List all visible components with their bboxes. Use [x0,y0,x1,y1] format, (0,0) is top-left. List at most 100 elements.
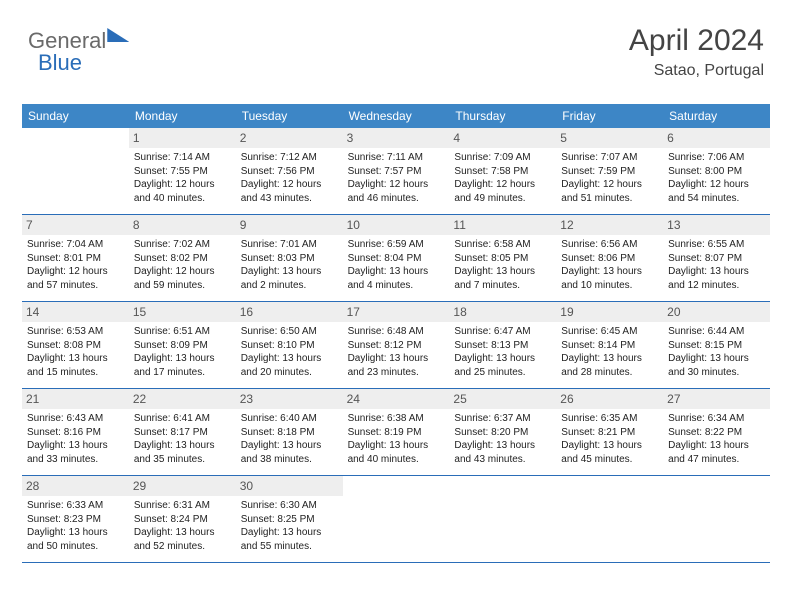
sunrise-line: Sunrise: 7:04 AM [27,238,124,252]
day-24: 24Sunrise: 6:38 AMSunset: 8:19 PMDayligh… [343,389,450,475]
sunrise-line: Sunrise: 6:35 AM [561,412,658,426]
week-row: 7Sunrise: 7:04 AMSunset: 8:01 PMDaylight… [22,215,770,302]
day-19: 19Sunrise: 6:45 AMSunset: 8:14 PMDayligh… [556,302,663,388]
sunrise-line: Sunrise: 7:02 AM [134,238,231,252]
day-number: 15 [129,302,236,322]
sunrise-line: Sunrise: 6:55 AM [668,238,765,252]
daylight-line: Daylight: 13 hours and 33 minutes. [27,439,124,466]
sunset-line: Sunset: 8:24 PM [134,513,231,527]
sunset-line: Sunset: 8:22 PM [668,426,765,440]
sunset-line: Sunset: 7:55 PM [134,165,231,179]
sunset-line: Sunset: 8:25 PM [241,513,338,527]
sunset-line: Sunset: 8:13 PM [454,339,551,353]
day-number: 2 [236,128,343,148]
daylight-line: Daylight: 12 hours and 54 minutes. [668,178,765,205]
daylight-line: Daylight: 13 hours and 15 minutes. [27,352,124,379]
daylight-line: Daylight: 12 hours and 51 minutes. [561,178,658,205]
daylight-line: Daylight: 13 hours and 23 minutes. [348,352,445,379]
day-number: 18 [449,302,556,322]
week-row: 21Sunrise: 6:43 AMSunset: 8:16 PMDayligh… [22,389,770,476]
daylight-line: Daylight: 13 hours and 30 minutes. [668,352,765,379]
brand-part2-wrap: Blue [38,50,82,76]
sunrise-line: Sunrise: 7:14 AM [134,151,231,165]
sunset-line: Sunset: 8:09 PM [134,339,231,353]
sunrise-line: Sunrise: 6:59 AM [348,238,445,252]
day-number: 1 [129,128,236,148]
sunrise-line: Sunrise: 7:09 AM [454,151,551,165]
sunset-line: Sunset: 8:00 PM [668,165,765,179]
day-number: 26 [556,389,663,409]
sunset-line: Sunset: 8:16 PM [27,426,124,440]
day-empty: . [343,476,450,562]
day-number: 19 [556,302,663,322]
day-number: 29 [129,476,236,496]
day-9: 9Sunrise: 7:01 AMSunset: 8:03 PMDaylight… [236,215,343,301]
sunset-line: Sunset: 7:57 PM [348,165,445,179]
day-22: 22Sunrise: 6:41 AMSunset: 8:17 PMDayligh… [129,389,236,475]
day-20: 20Sunrise: 6:44 AMSunset: 8:15 PMDayligh… [663,302,770,388]
day-29: 29Sunrise: 6:31 AMSunset: 8:24 PMDayligh… [129,476,236,562]
dow-saturday: Saturday [663,104,770,128]
day-14: 14Sunrise: 6:53 AMSunset: 8:08 PMDayligh… [22,302,129,388]
sunset-line: Sunset: 8:04 PM [348,252,445,266]
day-number: 24 [343,389,450,409]
day-26: 26 Sunrise: 6:35 AMSunset: 8:21 PMDayligh… [556,389,663,475]
day-number: 11 [449,215,556,235]
day-11: 11Sunrise: 6:58 AMSunset: 8:05 PMDayligh… [449,215,556,301]
dow-row: SundayMondayTuesdayWednesdayThursdayFrid… [22,104,770,128]
sunrise-line: Sunrise: 7:06 AM [668,151,765,165]
day-1: 1Sunrise: 7:14 AMSunset: 7:55 PMDaylight… [129,128,236,214]
sunset-line: Sunset: 8:07 PM [668,252,765,266]
day-28: 28Sunrise: 6:33 AMSunset: 8:23 PMDayligh… [22,476,129,562]
day-27: 27Sunrise: 6:34 AMSunset: 8:22 PMDayligh… [663,389,770,475]
day-number: 12 [556,215,663,235]
calendar: SundayMondayTuesdayWednesdayThursdayFrid… [22,104,770,563]
sunrise-line: Sunrise: 6:58 AM [454,238,551,252]
sunrise-line: Sunrise: 6:37 AM [454,412,551,426]
sunrise-line: Sunrise: 7:07 AM [561,151,658,165]
sail-icon [107,28,129,42]
day-number: 21 [22,389,129,409]
day-number: 30 [236,476,343,496]
day-number: 5 [556,128,663,148]
dow-thursday: Thursday [449,104,556,128]
day-empty: . [663,476,770,562]
sunset-line: Sunset: 8:10 PM [241,339,338,353]
day-number: 14 [22,302,129,322]
daylight-line: Daylight: 13 hours and 45 minutes. [561,439,658,466]
day-number: 4 [449,128,556,148]
sunset-line: Sunset: 8:21 PM [561,426,658,440]
sunset-line: Sunset: 8:19 PM [348,426,445,440]
sunrise-line: Sunrise: 6:51 AM [134,325,231,339]
day-12: 12Sunrise: 6:56 AMSunset: 8:06 PMDayligh… [556,215,663,301]
sunset-line: Sunset: 8:06 PM [561,252,658,266]
sunset-line: Sunset: 8:20 PM [454,426,551,440]
month-title: April 2024 [629,24,764,58]
daylight-line: Daylight: 13 hours and 52 minutes. [134,526,231,553]
dow-monday: Monday [129,104,236,128]
daylight-line: Daylight: 13 hours and 7 minutes. [454,265,551,292]
day-number: 20 [663,302,770,322]
daylight-line: Daylight: 12 hours and 49 minutes. [454,178,551,205]
day-number: 25 [449,389,556,409]
sunset-line: Sunset: 7:56 PM [241,165,338,179]
day-23: 23Sunrise: 6:40 AMSunset: 8:18 PMDayligh… [236,389,343,475]
daylight-line: Daylight: 13 hours and 4 minutes. [348,265,445,292]
day-number: 8 [129,215,236,235]
sunset-line: Sunset: 8:01 PM [27,252,124,266]
day-number: 16 [236,302,343,322]
day-2: 2Sunrise: 7:12 AMSunset: 7:56 PMDaylight… [236,128,343,214]
sunrise-line: Sunrise: 6:53 AM [27,325,124,339]
sunset-line: Sunset: 8:18 PM [241,426,338,440]
day-number: 23 [236,389,343,409]
sunset-line: Sunset: 8:02 PM [134,252,231,266]
daylight-line: Daylight: 13 hours and 17 minutes. [134,352,231,379]
day-21: 21Sunrise: 6:43 AMSunset: 8:16 PMDayligh… [22,389,129,475]
day-6: 6Sunrise: 7:06 AMSunset: 8:00 PMDaylight… [663,128,770,214]
day-13: 13Sunrise: 6:55 AMSunset: 8:07 PMDayligh… [663,215,770,301]
daylight-line: Daylight: 13 hours and 25 minutes. [454,352,551,379]
day-number: 10 [343,215,450,235]
day-10: 10 Sunrise: 6:59 AMSunset: 8:04 PMDayligh… [343,215,450,301]
sunrise-line: Sunrise: 6:38 AM [348,412,445,426]
location: Satao, Portugal [629,62,764,80]
